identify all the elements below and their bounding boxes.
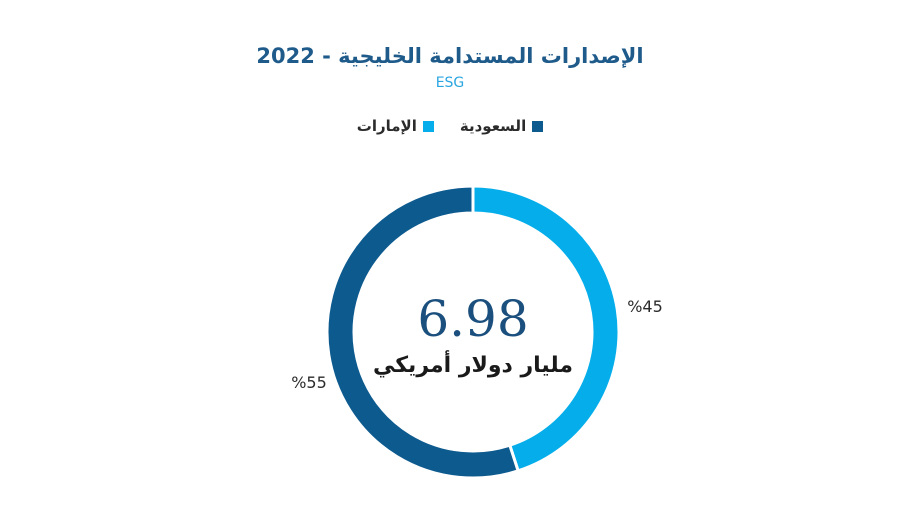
center-value: 6.98: [417, 290, 528, 348]
data-label-uae: %45: [627, 297, 663, 316]
chart-title: الإصدارات المستدامة الخليجية - 2022: [256, 44, 644, 68]
legend-label-uae: الإمارات: [356, 117, 417, 135]
legend-swatch-saudi: [532, 120, 544, 132]
data-label-saudi: %55: [291, 373, 327, 392]
legend-item-uae: الإمارات: [357, 117, 434, 135]
legend-swatch-uae: [422, 120, 434, 132]
legend-item-saudi: السعودية: [459, 117, 544, 135]
slice-saudi: [325, 184, 521, 480]
legend: السعودية الإمارات: [0, 117, 900, 135]
chart-subtitle: ESG: [435, 75, 465, 91]
center-label: مليار دولار أمريكي: [373, 349, 573, 378]
legend-label-saudi: السعودية: [459, 117, 527, 135]
